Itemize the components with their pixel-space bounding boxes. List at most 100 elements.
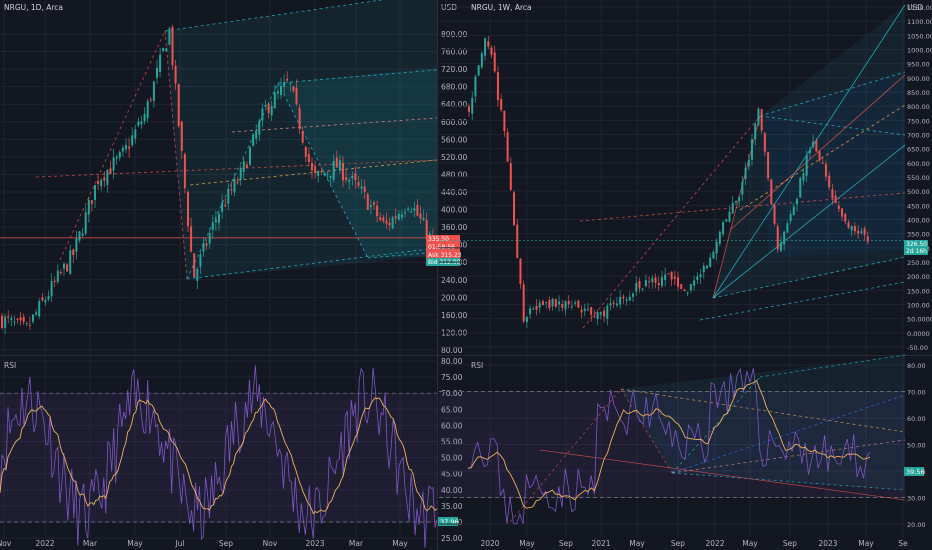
left-candle-body [115, 156, 118, 159]
left-pitchfork-line [277, 69, 438, 84]
right-time-axis[interactable]: 2020 May Sep 2021 May Sep 2022 May Sep 2023 May Se [480, 539, 908, 548]
left-chart-panel[interactable]: 800.00 760.00 720.00 680.00 640.00 600.00 560.… [0, 0, 467, 548]
right-candle-body [696, 276, 699, 280]
left-candle-body [295, 87, 298, 104]
right-candle-body [837, 205, 840, 209]
right-price-tick: 450.00 [907, 202, 930, 210]
right-candle-body [480, 53, 483, 68]
right-chart-panel[interactable]: 1150.00 1100.00 1050.00 1000.00 950.00 900.00… [439, 0, 932, 548]
right-candle-body [660, 277, 663, 286]
right-candle-body [593, 315, 596, 317]
left-time-tick: Mar [349, 539, 364, 548]
right-candle-body [590, 307, 593, 315]
right-candle-body [664, 274, 667, 280]
left-candle-body [38, 301, 41, 317]
left-candle-body [317, 170, 320, 176]
right-candle-body [857, 230, 860, 234]
left-candle-body [264, 104, 267, 107]
left-candle-body [400, 214, 403, 218]
left-candle-body [53, 280, 56, 282]
right-candle-body [731, 202, 734, 214]
right-candle-body [667, 273, 670, 275]
right-candle-body [538, 302, 541, 308]
right-chart-title: NRGU, 1W, Arca [471, 3, 532, 12]
left-candle-body [218, 213, 220, 223]
left-candle-body [162, 47, 165, 52]
left-candle-body [149, 99, 152, 101]
right-price-tick: 350.00 [907, 231, 930, 239]
left-candle-body [351, 175, 354, 179]
left-candle-body [156, 67, 158, 78]
right-candle-body [516, 224, 519, 258]
left-rsi-band [0, 392, 437, 523]
left-pitchfork-drawings[interactable] [0, 0, 438, 280]
right-pitchfork-line [699, 281, 906, 321]
left-candle-body [193, 253, 196, 278]
right-candle-body [599, 312, 602, 315]
left-rsi-tick: 65.00 [441, 405, 463, 414]
left-rsi-lines [0, 365, 438, 548]
left-candle-body [292, 86, 295, 91]
left-candle-body [233, 179, 236, 193]
right-candle-body [747, 159, 750, 167]
right-candle-body [767, 152, 770, 179]
right-candle-body [484, 38, 487, 56]
left-candle-body [196, 269, 199, 281]
right-candle-body [796, 198, 799, 205]
left-candle-body [227, 188, 230, 204]
right-candle-body [548, 299, 551, 309]
left-candle-body [221, 202, 224, 212]
right-candle-body [744, 167, 747, 179]
left-rsi-tick: 50.00 [441, 454, 463, 463]
right-price-tick: -50.00 [907, 344, 928, 352]
right-candle-body [606, 305, 609, 319]
left-rsi-tick: 55.00 [441, 438, 463, 447]
right-candle-body [853, 226, 856, 232]
right-pitchfork-line [712, 144, 906, 299]
right-price-tick: 850.00 [907, 89, 930, 97]
right-price-tick: 600.00 [907, 160, 930, 168]
right-price-tick: 1050.00 [907, 32, 932, 40]
right-candle-body [670, 271, 673, 280]
left-candle-body [369, 205, 372, 208]
right-time-tick: 2023 [818, 539, 837, 548]
left-candle-body [214, 219, 217, 223]
left-pitchfork-line [231, 117, 438, 133]
right-price-tick: 700.00 [907, 132, 930, 140]
right-candle-body [709, 257, 712, 268]
left-candle-body [425, 219, 428, 239]
right-price-tick: 900.00 [907, 75, 930, 83]
right-candle-body [577, 300, 580, 308]
left-price-tick: 200.00 [441, 293, 467, 302]
right-candle-body [632, 293, 635, 297]
left-candle-body [419, 213, 422, 219]
left-candle-body [255, 131, 258, 139]
left-candle-body [382, 217, 385, 222]
right-candle-body [718, 231, 721, 244]
left-time-tick: Mar [83, 539, 98, 548]
right-pitchfork-line [759, 71, 906, 117]
right-time-tick: 2020 [480, 539, 499, 548]
left-price-tick: 160.00 [441, 311, 467, 320]
right-price-tick: 100.00 [907, 302, 930, 310]
left-candle-body [273, 92, 276, 109]
left-candle-body [342, 162, 344, 181]
right-candle-body [802, 173, 805, 181]
left-price-tick: 520.00 [441, 153, 467, 162]
right-candle-body [763, 133, 766, 152]
right-candle-body [673, 276, 676, 279]
left-candle-body [376, 205, 379, 217]
left-time-axis[interactable]: Nov 2022 Mar May Jul Sep Nov 2023 Mar May [0, 539, 408, 548]
right-rsi-tick: 80.00 [907, 362, 926, 370]
left-rsi-tag-bg [438, 517, 458, 526]
right-candle-body [641, 288, 644, 290]
left-candle-body [388, 222, 391, 226]
left-candle-body [75, 238, 78, 252]
right-candle-body [522, 284, 525, 322]
left-candle-body [121, 147, 124, 152]
left-candle-body [97, 180, 100, 184]
right-price-axis[interactable]: 1150.00 1100.00 1050.00 1000.00 950.00 900.00… [907, 4, 932, 352]
right-candle-body [818, 151, 821, 161]
right-candle-body [529, 308, 532, 315]
